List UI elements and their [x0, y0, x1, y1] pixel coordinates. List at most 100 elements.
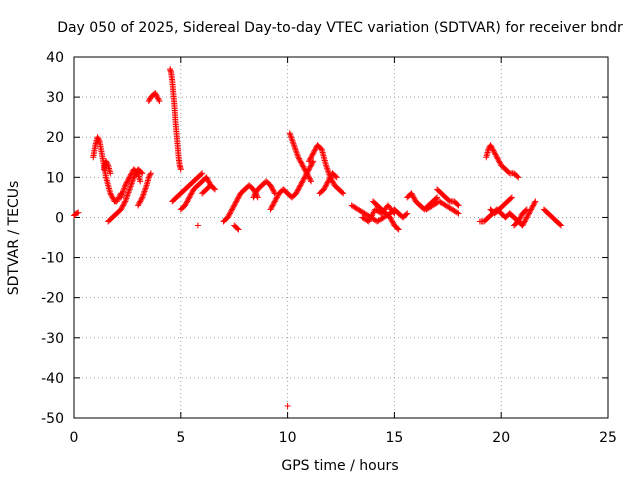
data-point — [330, 179, 337, 186]
data-point — [488, 143, 495, 150]
y-tick-label: 20 — [46, 130, 64, 146]
y-tick-label: 0 — [55, 210, 64, 226]
data-point — [271, 198, 278, 205]
data-point — [307, 177, 314, 184]
data-point — [268, 185, 275, 192]
data-point — [234, 225, 241, 232]
data-point — [204, 175, 211, 182]
data-point — [156, 98, 163, 105]
data-point — [230, 203, 237, 210]
data-point — [270, 201, 277, 208]
data-point — [122, 181, 129, 188]
data-point — [137, 198, 144, 205]
data-point — [189, 189, 196, 196]
data-point — [523, 215, 530, 222]
data-point — [411, 195, 418, 202]
data-point — [493, 152, 500, 159]
data-point — [205, 178, 212, 185]
data-point — [532, 198, 539, 205]
data-point — [154, 94, 161, 101]
data-point — [271, 199, 278, 206]
data-point — [525, 210, 532, 217]
data-point — [530, 202, 537, 209]
data-point — [409, 193, 416, 200]
data-point — [120, 202, 127, 209]
data-point — [146, 172, 153, 179]
data-point — [95, 136, 102, 143]
data-point — [308, 178, 315, 185]
data-point — [273, 194, 280, 201]
data-point — [107, 170, 114, 177]
data-point — [104, 160, 111, 167]
data-point — [120, 201, 127, 208]
data-point — [284, 402, 291, 409]
data-point — [234, 195, 241, 202]
data-point — [516, 215, 523, 222]
data-point — [297, 182, 304, 189]
data-point — [302, 167, 309, 174]
data-point — [306, 156, 313, 163]
data-point — [138, 195, 145, 202]
y-tick-label: -10 — [41, 251, 64, 267]
data-point — [454, 201, 461, 208]
data-point — [523, 214, 530, 221]
data-point — [390, 209, 397, 216]
data-point — [126, 174, 133, 181]
data-point — [489, 146, 496, 153]
series-x — [404, 190, 441, 213]
data-point — [227, 209, 234, 216]
data-point — [268, 203, 275, 210]
data-point — [294, 187, 301, 194]
data-point — [332, 173, 339, 180]
data-point — [530, 201, 537, 208]
x-tick-labels: 0 5 10 15 20 25 — [70, 430, 617, 446]
data-point — [268, 205, 275, 212]
data-point — [211, 186, 218, 193]
data-point — [128, 170, 135, 177]
data-point — [525, 211, 532, 218]
series-g — [145, 90, 163, 105]
data-point — [210, 185, 217, 192]
data-point — [395, 226, 402, 233]
data-point — [296, 156, 303, 163]
data-point — [295, 185, 302, 192]
data-point — [507, 195, 514, 202]
data-point — [187, 191, 194, 198]
data-point — [224, 214, 231, 221]
data-point — [177, 166, 184, 173]
data-point — [312, 146, 319, 153]
data-point — [299, 178, 306, 185]
data-point — [325, 178, 332, 185]
data-point — [454, 209, 461, 216]
series-n — [231, 222, 242, 233]
data-point — [410, 194, 417, 201]
y-tick-labels: -50 -40 -30 -20 -10 0 10 20 30 40 — [41, 50, 64, 427]
grid — [74, 57, 608, 418]
data-point — [301, 166, 308, 173]
data-point — [307, 155, 314, 162]
data-point — [235, 194, 242, 201]
data-point — [493, 154, 500, 161]
x-tick-label: 25 — [599, 430, 617, 446]
data-point — [145, 174, 152, 181]
data-point — [298, 160, 305, 167]
data-point — [306, 175, 313, 182]
data-point — [135, 201, 142, 208]
data-point — [491, 150, 498, 157]
x-tick-label: 15 — [385, 430, 403, 446]
data-point — [320, 186, 327, 193]
data-point — [271, 189, 278, 196]
series-b — [90, 134, 124, 205]
data-point — [187, 193, 194, 200]
data-point — [268, 183, 275, 190]
data-point — [300, 163, 307, 170]
data-point — [252, 190, 259, 197]
data-point — [508, 194, 515, 201]
data-point — [308, 162, 315, 169]
data-point — [146, 96, 153, 103]
data-point — [127, 171, 134, 178]
data-point — [229, 206, 236, 213]
data-point — [182, 202, 189, 209]
data-point — [339, 189, 346, 196]
data-point — [388, 217, 395, 224]
